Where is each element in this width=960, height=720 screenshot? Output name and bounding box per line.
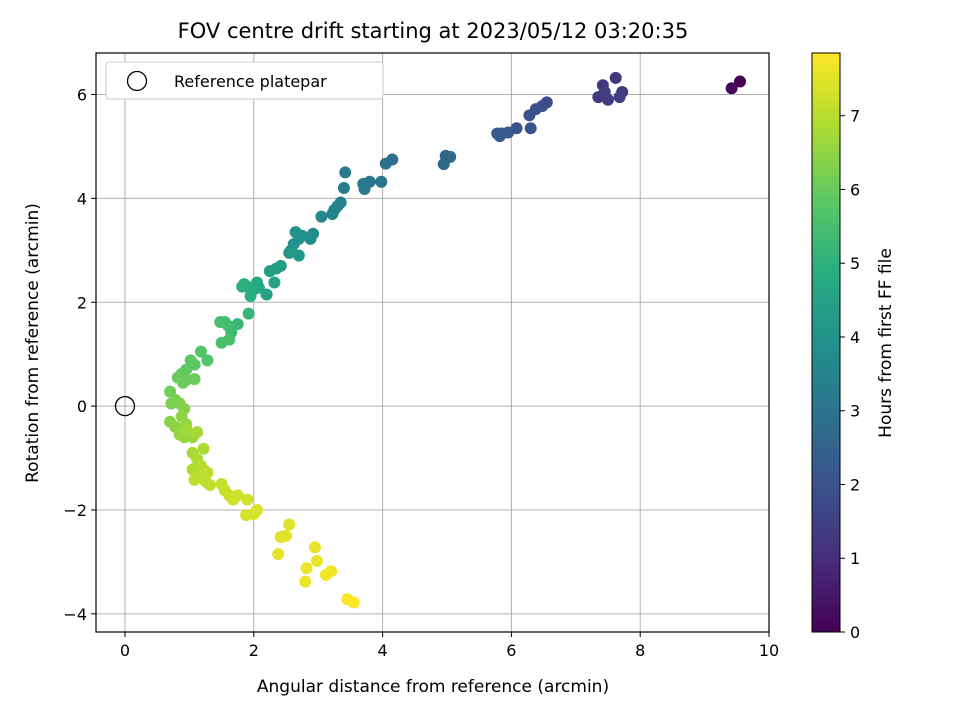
reference-platepar-marker: [114, 395, 136, 417]
data-point: [272, 548, 285, 561]
data-point: [725, 82, 738, 95]
data-point: [191, 426, 204, 439]
data-point: [437, 158, 450, 171]
chart-title: FOV centre drift starting at 2023/05/12 …: [178, 19, 689, 43]
data-point: [268, 276, 281, 289]
x-axis-label: Angular distance from reference (arcmin): [257, 677, 609, 697]
data-point: [283, 518, 296, 531]
grid-lines: [96, 53, 770, 632]
data-point: [165, 397, 178, 410]
data-point: [319, 568, 332, 581]
legend-marker-reference: [126, 70, 148, 92]
colorbar-tick-label: 3: [850, 402, 860, 421]
y-tick-label: 0: [77, 397, 87, 416]
plot-frame: [95, 52, 770, 633]
data-point: [299, 575, 312, 588]
data-point: [231, 489, 244, 502]
x-tick-label: 10: [759, 641, 779, 660]
data-point: [613, 91, 626, 104]
scatter-points: [164, 71, 747, 609]
data-point: [524, 122, 537, 135]
reference-marker-layer: [114, 395, 136, 417]
data-point: [274, 530, 287, 543]
x-tick-label: 0: [120, 641, 130, 660]
data-point: [188, 473, 201, 486]
legend-entry-reference: Reference platepar: [174, 72, 327, 91]
y-tick-label: −2: [63, 501, 87, 520]
colorbar-tick-label: 7: [850, 107, 860, 126]
data-point: [231, 318, 244, 331]
data-point: [236, 280, 249, 293]
y-axis-ticks: −4 −2 0 2 4 6: [63, 86, 96, 624]
data-point: [315, 210, 328, 223]
data-point: [523, 109, 536, 122]
data-point: [197, 442, 210, 455]
colorbar: 0 1 2 3 4 5 6 7: [811, 52, 860, 642]
y-tick-label: −4: [63, 605, 87, 624]
colorbar-tick-label: 5: [850, 254, 860, 273]
data-point: [339, 166, 352, 179]
x-tick-label: 4: [377, 641, 387, 660]
data-point: [215, 336, 228, 349]
x-tick-label: 8: [635, 641, 645, 660]
data-point: [308, 541, 321, 554]
legend-box: [105, 61, 384, 100]
data-point: [326, 207, 339, 220]
data-point: [598, 85, 611, 98]
colorbar-tick-label: 0: [850, 623, 860, 642]
data-point: [300, 562, 313, 575]
data-point: [180, 423, 193, 436]
data-point: [184, 354, 197, 367]
data-point: [176, 376, 189, 389]
colorbar-tick-label: 2: [850, 475, 860, 494]
data-point: [310, 554, 323, 567]
data-point: [247, 508, 260, 521]
data-point: [347, 596, 360, 609]
data-point: [242, 307, 255, 320]
y-tick-label: 6: [77, 86, 87, 105]
x-tick-label: 2: [249, 641, 259, 660]
data-point: [379, 157, 392, 170]
data-point: [289, 226, 302, 239]
data-point: [263, 265, 276, 278]
data-point: [203, 479, 216, 492]
data-point: [260, 288, 273, 301]
legend: Reference platepar: [105, 61, 384, 100]
data-point: [244, 290, 257, 303]
x-tick-label: 6: [506, 641, 516, 660]
data-point: [292, 249, 305, 262]
data-point: [375, 175, 388, 188]
y-tick-label: 2: [77, 293, 87, 312]
data-point: [609, 71, 622, 84]
data-point: [493, 130, 506, 143]
x-axis-ticks: 0 2 4 6 8 10: [120, 632, 779, 660]
colorbar-tick-label: 1: [850, 549, 860, 568]
data-point: [283, 246, 296, 259]
data-point: [337, 182, 350, 195]
data-point: [194, 345, 207, 358]
y-axis-label: Rotation from reference (arcmin): [23, 203, 43, 483]
data-point: [201, 354, 214, 367]
colorbar-tick-label: 6: [850, 180, 860, 199]
data-point: [241, 493, 254, 506]
y-tick-label: 4: [77, 189, 87, 208]
data-point: [734, 75, 747, 88]
colorbar-tick-label: 4: [850, 328, 860, 347]
data-point: [358, 183, 371, 196]
colorbar-label: Hours from first FF file: [876, 248, 896, 438]
colorbar-gradient: [811, 52, 841, 633]
data-point: [214, 315, 227, 328]
